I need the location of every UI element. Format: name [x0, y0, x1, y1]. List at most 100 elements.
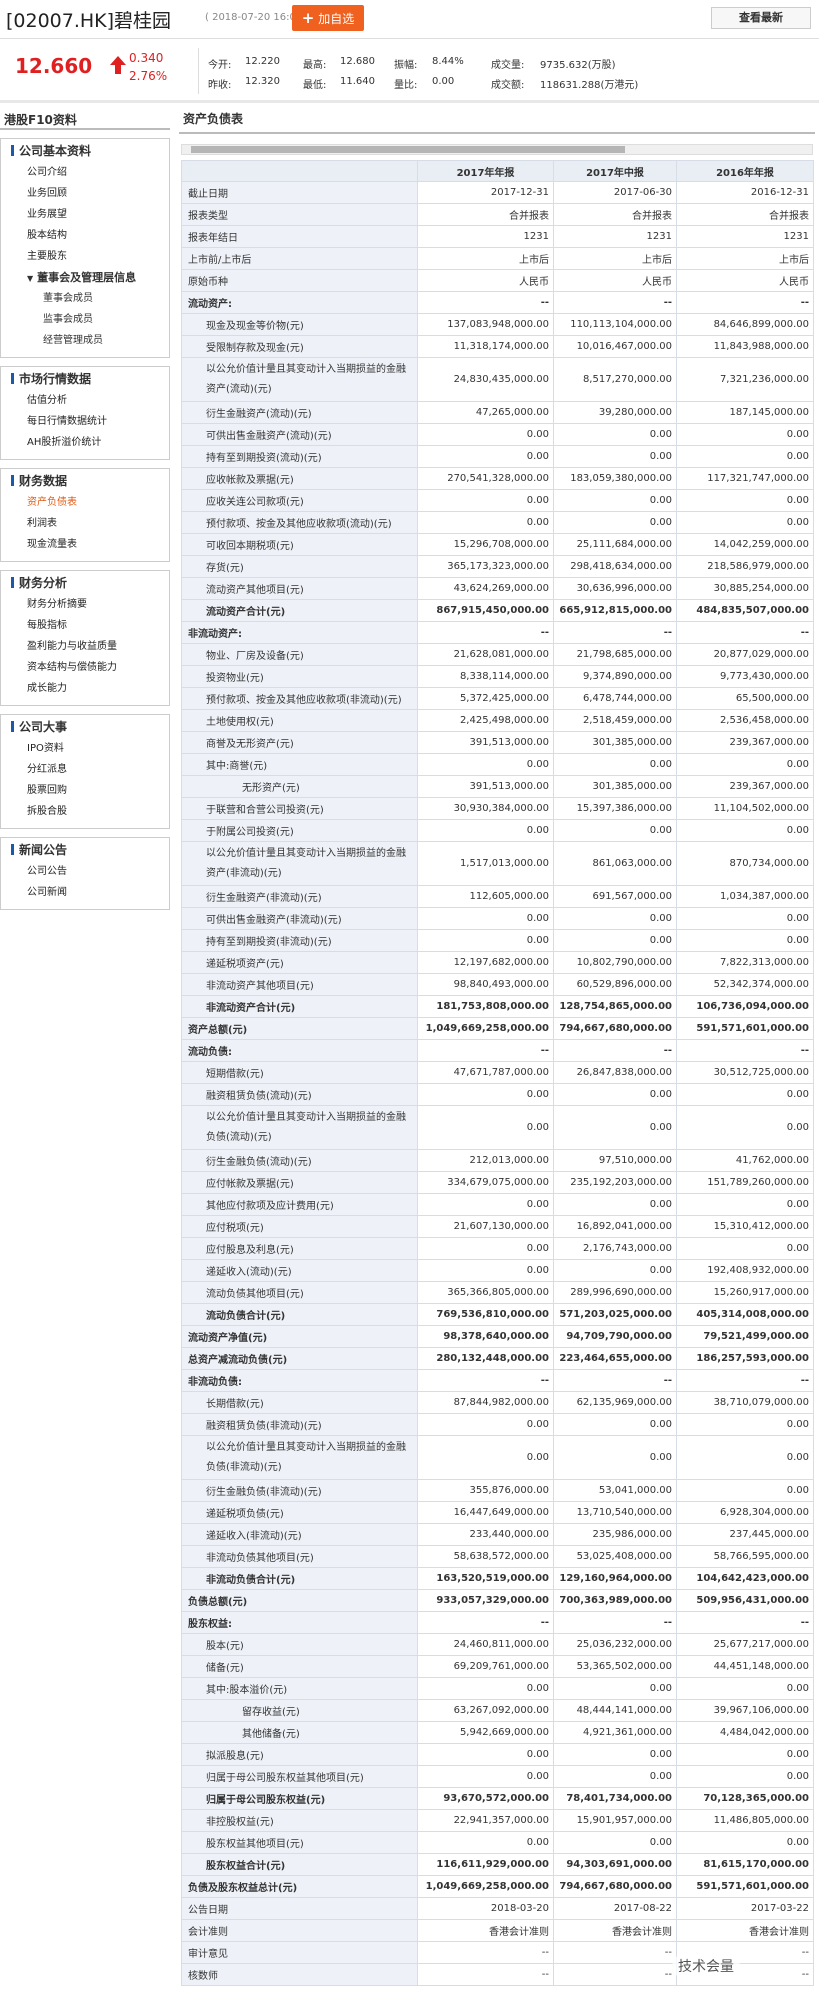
- field-label: 最低:: [303, 80, 327, 91]
- cell-value: 合并报表: [417, 203, 554, 226]
- cell-value: 334,679,075,000.00: [417, 1171, 554, 1194]
- table-row: 衍生金融资产(流动)(元) 47,265,000.00 39,280,000.00 1…: [181, 401, 814, 424]
- nav-section-title[interactable]: 市场行情数据: [1, 369, 169, 390]
- scroll-thumb[interactable]: [191, 146, 625, 153]
- table-row: 预付款项、按金及其他应收款项(流动)(元) 0.00 0.00 0.00: [181, 511, 814, 534]
- cell-value: 63,267,092,000.00: [417, 1699, 554, 1722]
- nav-item[interactable]: 公司公告: [27, 866, 67, 877]
- refresh-button[interactable]: 查看最新: [711, 7, 811, 29]
- cell-value: 0.00: [417, 753, 554, 776]
- cell-value: --: [553, 621, 677, 644]
- cell-value: 235,192,203,000.00: [553, 1171, 677, 1194]
- table-row: 投资物业(元) 8,338,114,000.00 9,374,890,000.00 9…: [181, 665, 814, 688]
- row-label: 拟派股息(元): [181, 1743, 418, 1766]
- row-label: 衍生金融负债(非流动)(元): [181, 1479, 418, 1502]
- nav-item[interactable]: 经营管理成员: [43, 335, 103, 346]
- nav-section-title[interactable]: 公司基本资料: [1, 141, 169, 162]
- table-row: 可供出售金融资产(非流动)(元) 0.00 0.00 0.00: [181, 907, 814, 930]
- nav-item[interactable]: 盈利能力与收益质量: [27, 641, 117, 652]
- nav-item[interactable]: 拆股合股: [27, 806, 67, 817]
- cell-value: 30,885,254,000.00: [676, 577, 814, 600]
- cell-value: 2018-03-20: [417, 1897, 554, 1920]
- cell-value: 1231: [417, 225, 554, 248]
- nav-item[interactable]: 股票回购: [27, 785, 67, 796]
- cell-value: 30,930,384,000.00: [417, 797, 554, 820]
- nav-item[interactable]: 资本结构与偿债能力: [27, 662, 117, 673]
- cell-value: 58,638,572,000.00: [417, 1545, 554, 1568]
- nav-section-title[interactable]: 新闻公告: [1, 840, 169, 861]
- table-row: 流动资产合计(元) 867,915,450,000.00 665,912,815,0…: [181, 599, 814, 622]
- cell-value: 237,445,000.00: [676, 1523, 814, 1546]
- cell-value: 38,710,079,000.00: [676, 1391, 814, 1414]
- cell-value: 0.00: [417, 1743, 554, 1766]
- cell-value: 239,367,000.00: [676, 775, 814, 798]
- nav-item[interactable]: 股本结构: [27, 230, 67, 241]
- cell-value: 1231: [553, 225, 677, 248]
- nav-section-title[interactable]: 财务数据: [1, 471, 169, 492]
- table-row: 现金及现金等价物(元) 137,083,948,000.00 110,113,104…: [181, 313, 814, 336]
- nav-group-title[interactable]: 董事会及管理层信息: [1, 267, 169, 288]
- nav-item[interactable]: 财务分析摘要: [27, 599, 87, 610]
- table-row: 应付帐款及票据(元) 334,679,075,000.00 235,192,203,…: [181, 1171, 814, 1194]
- table-row: 流动资产净值(元) 98,378,640,000.00 94,709,790,000…: [181, 1325, 814, 1348]
- row-label: 现金及现金等价物(元): [181, 313, 418, 336]
- cell-value: 0.00: [676, 1083, 814, 1106]
- cell-value: 223,464,655,000.00: [553, 1347, 677, 1370]
- nav-item[interactable]: 主要股东: [27, 251, 67, 262]
- cell-value: 1,049,669,258,000.00: [417, 1875, 554, 1898]
- cell-value: 5,942,669,000.00: [417, 1721, 554, 1744]
- cell-value: 0.00: [417, 1259, 554, 1282]
- table-row: 流动负债其他项目(元) 365,366,805,000.00 289,996,690…: [181, 1281, 814, 1304]
- nav-item[interactable]: 董事会成员: [43, 293, 93, 304]
- cell-value: 1,049,669,258,000.00: [417, 1017, 554, 1040]
- cell-value: 235,986,000.00: [553, 1523, 677, 1546]
- cell-value: 1,034,387,000.00: [676, 885, 814, 908]
- row-label: 核数师: [181, 1963, 418, 1986]
- cell-value: 867,915,450,000.00: [417, 599, 554, 622]
- nav-item[interactable]: 成长能力: [27, 683, 67, 694]
- row-label: 可供出售金融资产(非流动)(元): [181, 907, 418, 930]
- cell-value: --: [676, 1369, 814, 1392]
- cell-value: 84,646,899,000.00: [676, 313, 814, 336]
- add-watchlist-button[interactable]: 加自选: [292, 5, 364, 31]
- nav-item[interactable]: IPO资料: [27, 743, 64, 754]
- row-label: 其中:商誉(元): [181, 753, 418, 776]
- nav-item[interactable]: 分红派息: [27, 764, 67, 775]
- field-value: 118631.288(万港元): [540, 80, 639, 91]
- table-row: 报表年结日 1231 1231 1231: [181, 225, 814, 248]
- nav-item[interactable]: 利润表: [27, 518, 57, 529]
- cell-value: 769,536,810,000.00: [417, 1303, 554, 1326]
- row-label: 短期借款(元): [181, 1061, 418, 1084]
- nav-item[interactable]: 资产负债表: [27, 497, 77, 508]
- nav-item[interactable]: 业务展望: [27, 209, 67, 220]
- nav-item[interactable]: 估值分析: [27, 395, 67, 406]
- cell-value: 0.00: [553, 1743, 677, 1766]
- row-label: 流动负债合计(元): [181, 1303, 418, 1326]
- nav-item[interactable]: 公司新闻: [27, 887, 67, 898]
- table-row: 长期借款(元) 87,844,982,000.00 62,135,969,000.0…: [181, 1391, 814, 1414]
- cell-value: 47,265,000.00: [417, 401, 554, 424]
- cell-value: 2,518,459,000.00: [553, 709, 677, 732]
- nav-item[interactable]: AH股折溢价统计: [27, 437, 102, 448]
- nav-section: 财务分析财务分析摘要 每股指标盈利能力与收益质量 资本结构与偿债能力 成长能力: [0, 570, 170, 706]
- sidebar: 港股F10资料 公司基本资料公司介绍业务回顾业务展望股本结构主要股东董事会及管理…: [0, 106, 170, 910]
- table-row: 会计准则 香港会计准则 香港会计准则 香港会计准则: [181, 1919, 814, 1942]
- cell-value: 0.00: [553, 753, 677, 776]
- nav-item[interactable]: 现金流量表: [27, 539, 77, 550]
- nav-item[interactable]: 每日行情数据统计: [27, 416, 107, 427]
- cell-value: 665,912,815,000.00: [553, 599, 677, 622]
- nav-item[interactable]: 公司介绍: [27, 167, 67, 178]
- field-label: 成交额:: [491, 80, 525, 91]
- cell-value: 79,521,499,000.00: [676, 1325, 814, 1348]
- cell-value: 39,280,000.00: [553, 401, 677, 424]
- nav-item[interactable]: 业务回顾: [27, 188, 67, 199]
- nav-item[interactable]: 每股指标: [27, 620, 67, 631]
- table-row: 上市前/上市后 上市后 上市后 上市后: [181, 247, 814, 270]
- row-label: 物业、厂房及设备(元): [181, 643, 418, 666]
- nav-item[interactable]: 监事会成员: [43, 314, 93, 325]
- cell-value: 0.00: [676, 907, 814, 930]
- nav-section-title[interactable]: 财务分析: [1, 573, 169, 594]
- cell-value: 53,365,502,000.00: [553, 1655, 677, 1678]
- cell-value: 13,710,540,000.00: [553, 1501, 677, 1524]
- nav-section-title[interactable]: 公司大事: [1, 717, 169, 738]
